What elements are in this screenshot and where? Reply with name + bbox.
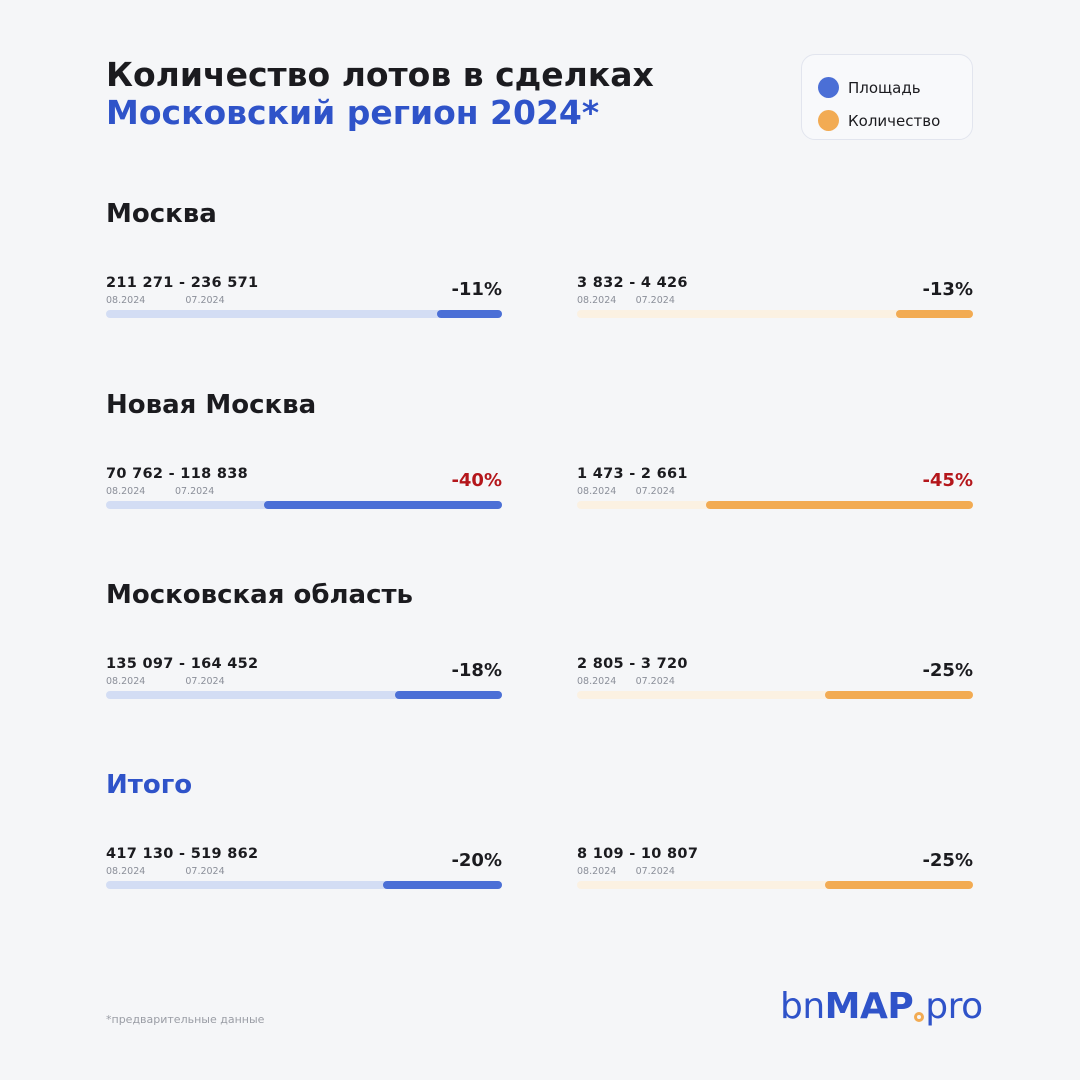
area-range: 211 271 - 236 571 (106, 275, 259, 291)
change-percent: -20% (451, 850, 502, 871)
change-percent: -18% (451, 660, 502, 681)
logo-part-bn: bn (780, 986, 825, 1027)
bar-track (577, 881, 973, 889)
date-current: 08.2024 (106, 295, 146, 306)
date-current: 08.2024 (577, 295, 617, 306)
bar-track (106, 691, 502, 699)
legend-item-area: Площадь (818, 71, 972, 104)
bar-track (106, 310, 502, 318)
date-current: 08.2024 (577, 676, 617, 687)
area-metric: 211 271 - 236 571 08.2024 07.2024 -11% (106, 275, 502, 318)
area-range: 417 130 - 519 862 (106, 846, 259, 862)
bar-fill (436, 310, 502, 318)
section-title: Москва (106, 199, 217, 229)
legend-label-count: Количество (848, 111, 941, 130)
section-title: Московская область (106, 580, 413, 610)
date-current: 08.2024 (577, 486, 617, 497)
date-previous: 07.2024 (635, 295, 675, 306)
count-range: 1 473 - 2 661 (577, 466, 688, 482)
date-current: 08.2024 (106, 866, 146, 877)
date-previous: 07.2024 (635, 866, 675, 877)
area-metric: 417 130 - 519 862 08.2024 07.2024 -20% (106, 846, 502, 889)
footnote: *предварительные данные (106, 1013, 265, 1026)
change-percent: -13% (922, 279, 973, 300)
date-current: 08.2024 (106, 486, 146, 497)
count-metric: 3 832 - 4 426 08.2024 07.2024 -13% (577, 275, 973, 318)
date-previous: 07.2024 (635, 486, 675, 497)
section-moscow: Москва 211 271 - 236 571 08.2024 07.2024… (106, 199, 973, 318)
date-current: 08.2024 (577, 866, 617, 877)
count-metric: 1 473 - 2 661 08.2024 07.2024 -45% (577, 466, 973, 509)
date-previous: 07.2024 (185, 295, 225, 306)
area-metric: 135 097 - 164 452 08.2024 07.2024 -18% (106, 656, 502, 699)
date-previous: 07.2024 (174, 486, 215, 497)
bar-fill (824, 881, 973, 889)
bar-track (577, 691, 973, 699)
bar-track (106, 501, 502, 509)
bar-fill (395, 691, 502, 699)
count-range: 3 832 - 4 426 (577, 275, 688, 291)
bar-fill (264, 501, 502, 509)
legend: Площадь Количество (801, 54, 973, 140)
date-previous: 07.2024 (635, 676, 675, 687)
bnmap-logo: bnMAP pro (780, 985, 983, 1029)
section-moscow-region: Московская область 135 097 - 164 452 08.… (106, 580, 973, 699)
date-current: 08.2024 (106, 676, 146, 687)
bar-track (577, 501, 973, 509)
logo-part-pro: pro (925, 986, 983, 1027)
change-percent: -11% (451, 279, 502, 300)
change-percent: -40% (451, 470, 502, 491)
title-line-1: Количество лотов в сделках (106, 55, 654, 94)
bar-fill (824, 691, 973, 699)
bar-fill (895, 310, 973, 318)
bar-fill (383, 881, 502, 889)
change-percent: -25% (922, 660, 973, 681)
area-metric: 70 762 - 118 838 08.2024 07.2024 -40% (106, 466, 502, 509)
count-range: 8 109 - 10 807 (577, 846, 699, 862)
section-title: Новая Москва (106, 390, 317, 420)
page-title: Количество лотов в сделках Московский ре… (106, 56, 654, 132)
count-range: 2 805 - 3 720 (577, 656, 688, 672)
section-total: Итого 417 130 - 519 862 08.2024 07.2024 … (106, 770, 973, 889)
count-metric: 2 805 - 3 720 08.2024 07.2024 -25% (577, 656, 973, 699)
change-percent: -25% (922, 850, 973, 871)
legend-dot-area (818, 77, 839, 98)
section-new-moscow: Новая Москва 70 762 - 118 838 08.2024 07… (106, 390, 973, 509)
legend-item-count: Количество (818, 104, 972, 137)
date-previous: 07.2024 (185, 866, 225, 877)
bar-track (106, 881, 502, 889)
location-pin-icon (914, 1012, 925, 1022)
legend-dot-count (818, 110, 839, 131)
bar-fill (705, 501, 973, 509)
logo-part-map: MAP (824, 986, 914, 1027)
title-line-2: Московский регион 2024* (106, 93, 600, 132)
legend-label-area: Площадь (848, 78, 921, 97)
section-title: Итого (106, 770, 193, 800)
date-previous: 07.2024 (185, 676, 225, 687)
area-range: 70 762 - 118 838 (106, 466, 248, 482)
bar-track (577, 310, 973, 318)
area-range: 135 097 - 164 452 (106, 656, 259, 672)
change-percent: -45% (922, 470, 973, 491)
count-metric: 8 109 - 10 807 08.2024 07.2024 -25% (577, 846, 973, 889)
